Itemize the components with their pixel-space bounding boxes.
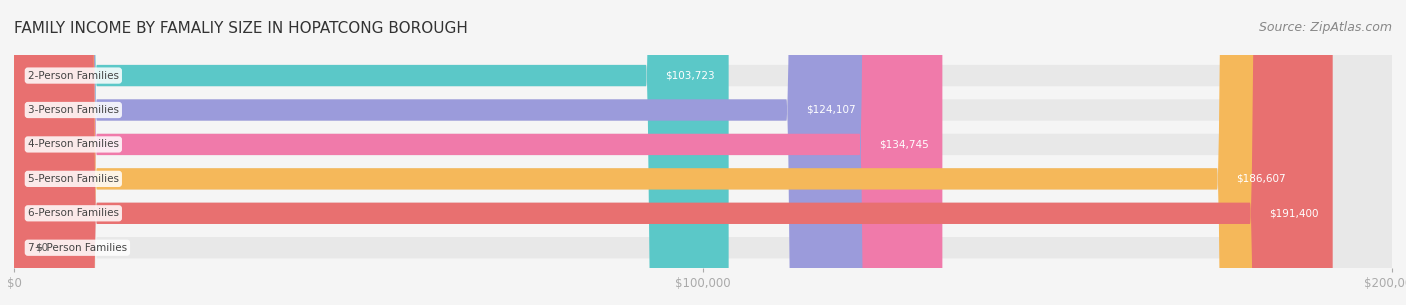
FancyBboxPatch shape: [14, 0, 1392, 305]
Text: 6-Person Families: 6-Person Families: [28, 208, 120, 218]
Text: $103,723: $103,723: [665, 70, 714, 81]
Text: 3-Person Families: 3-Person Families: [28, 105, 120, 115]
FancyBboxPatch shape: [14, 0, 1392, 305]
Text: $134,745: $134,745: [879, 139, 928, 149]
Text: $191,400: $191,400: [1270, 208, 1319, 218]
FancyBboxPatch shape: [14, 0, 1392, 305]
Text: $0: $0: [35, 243, 48, 253]
FancyBboxPatch shape: [14, 0, 869, 305]
FancyBboxPatch shape: [14, 0, 1392, 305]
Text: $124,107: $124,107: [806, 105, 855, 115]
FancyBboxPatch shape: [14, 0, 1333, 305]
FancyBboxPatch shape: [14, 0, 1299, 305]
Text: 5-Person Families: 5-Person Families: [28, 174, 120, 184]
Text: 4-Person Families: 4-Person Families: [28, 139, 120, 149]
FancyBboxPatch shape: [14, 0, 1392, 305]
FancyBboxPatch shape: [14, 0, 1392, 305]
Text: FAMILY INCOME BY FAMALIY SIZE IN HOPATCONG BOROUGH: FAMILY INCOME BY FAMALIY SIZE IN HOPATCO…: [14, 21, 468, 36]
Text: 2-Person Families: 2-Person Families: [28, 70, 120, 81]
Text: Source: ZipAtlas.com: Source: ZipAtlas.com: [1258, 21, 1392, 34]
FancyBboxPatch shape: [14, 0, 942, 305]
FancyBboxPatch shape: [14, 0, 728, 305]
Text: $186,607: $186,607: [1236, 174, 1286, 184]
Text: 7+ Person Families: 7+ Person Families: [28, 243, 127, 253]
